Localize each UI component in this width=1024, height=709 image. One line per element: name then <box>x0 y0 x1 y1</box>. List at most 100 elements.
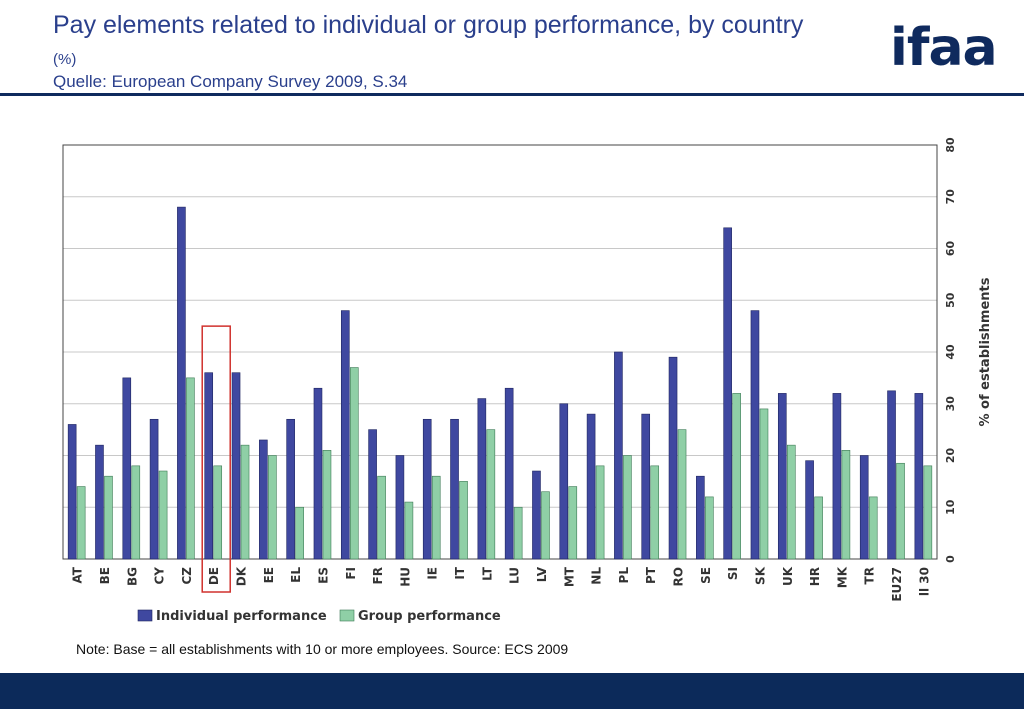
bar-group <box>513 506 523 560</box>
x-tick-label: PL <box>617 567 631 584</box>
bar-individual <box>805 460 814 560</box>
x-tick-label: AT <box>71 566 85 583</box>
x-tick-label: DE <box>207 567 221 585</box>
y-tick-label: 20 <box>944 448 957 464</box>
bar-group <box>595 465 605 560</box>
bar-group <box>240 444 250 560</box>
x-tick-label: MT <box>562 566 576 587</box>
bar-individual <box>450 418 459 560</box>
bar-individual <box>859 455 869 560</box>
bar-individual <box>504 387 514 560</box>
x-tick-label: BE <box>98 567 112 584</box>
legend-swatch-group <box>339 609 355 622</box>
x-tick-label: DK <box>235 566 249 586</box>
x-tick-label: FI <box>344 567 358 580</box>
x-tick-label: CZ <box>180 567 194 585</box>
bar-chart: 0 10 20 30 40 50 60 70 80 % of establishments AT BE… <box>62 137 993 624</box>
bar-group <box>76 486 86 560</box>
x-tick-label: LT <box>480 566 494 581</box>
bar-group <box>705 496 714 560</box>
bar-group <box>377 475 386 560</box>
bar-group <box>650 465 660 560</box>
bar-group <box>486 429 496 560</box>
x-tick-label: TR <box>863 567 877 584</box>
bar-individual <box>777 393 787 560</box>
bar-individual <box>532 470 541 560</box>
legend-label-group: Group performance <box>358 609 501 624</box>
bar-group <box>349 367 359 560</box>
title-unit: (%) <box>53 51 77 68</box>
bar-group <box>431 475 441 560</box>
bar-individual <box>914 393 924 560</box>
title-text: Pay elements related to individual or gr… <box>53 11 804 39</box>
bar-individual <box>395 455 405 560</box>
bar-individual <box>67 424 77 560</box>
bar-group <box>677 429 687 560</box>
x-tick-label: PT <box>644 566 658 584</box>
bar-group <box>868 496 878 560</box>
x-tick-label: ES <box>316 567 330 584</box>
plot-frame <box>62 144 938 560</box>
bar-individual <box>723 227 732 560</box>
bar-group <box>158 470 168 560</box>
bar-individual <box>887 390 896 560</box>
y-tick-label: 0 <box>944 555 957 563</box>
x-tick-label: IT <box>453 566 467 579</box>
bar-group <box>268 455 277 560</box>
x-tick-label: CY <box>153 567 167 585</box>
y-tick-label: 40 <box>944 344 957 360</box>
bar-group <box>213 465 223 560</box>
bar-individual <box>149 418 159 560</box>
x-tick-label: NL <box>590 567 604 585</box>
bar-individual <box>422 418 432 560</box>
x-tick-label: SK <box>753 566 767 585</box>
footnote: Note: Base = all establishments with 10 … <box>76 641 569 657</box>
bar-individual <box>750 310 760 560</box>
bar-group <box>186 377 195 560</box>
bar-individual <box>641 413 651 560</box>
bar-individual <box>286 418 295 560</box>
bar-group <box>759 408 769 560</box>
header-divider <box>0 93 1024 96</box>
bar-group <box>623 455 632 560</box>
y-tick-label: 80 <box>944 137 957 153</box>
y-axis-title: % of establishments <box>978 277 993 426</box>
bar-individual <box>340 310 350 560</box>
bar-group <box>104 475 113 560</box>
x-tick-label: SI <box>726 567 740 580</box>
x-tick-label: FR <box>371 567 385 584</box>
x-tick-label: IE <box>426 567 440 580</box>
x-tick-label: HR <box>808 567 822 586</box>
ifaa-logo: ifaa <box>890 18 998 78</box>
bar-group <box>732 393 741 560</box>
bar-individual <box>477 398 487 560</box>
x-tick-label: LU <box>508 567 522 584</box>
y-tick-label: 60 <box>944 241 957 257</box>
x-tick-label: BG <box>125 567 139 586</box>
legend-swatch-individual <box>137 609 153 622</box>
bar-individual <box>614 351 623 560</box>
page-subtitle: Quelle: European Company Survey 2009, S.… <box>53 72 408 91</box>
bar-individual <box>122 377 132 560</box>
highlight-box <box>201 325 231 593</box>
bar-individual <box>204 372 214 560</box>
bar-individual <box>368 429 377 560</box>
bar-group <box>322 450 332 560</box>
page-title: Pay elements related to individual or gr… <box>53 10 833 75</box>
x-tick-label: MK <box>835 566 849 588</box>
x-tick-label: SE <box>699 567 713 584</box>
bar-individual <box>231 372 241 560</box>
bar-group <box>131 465 141 560</box>
x-tick-label: RO <box>672 567 686 586</box>
x-tick-label: LV <box>535 566 549 582</box>
bar-group <box>841 450 851 560</box>
x-tick-label: EE <box>262 567 276 583</box>
bar-individual <box>259 439 268 560</box>
y-tick-label: 30 <box>944 396 957 412</box>
footer-bar <box>0 673 1024 709</box>
bar-group <box>541 491 550 560</box>
bar-group <box>786 444 796 560</box>
x-tick-label: ll 30 <box>917 567 931 596</box>
chart-container: 0 10 20 30 40 50 60 70 80 % of establishments AT BE… <box>0 100 1024 640</box>
bar-individual <box>832 393 842 560</box>
